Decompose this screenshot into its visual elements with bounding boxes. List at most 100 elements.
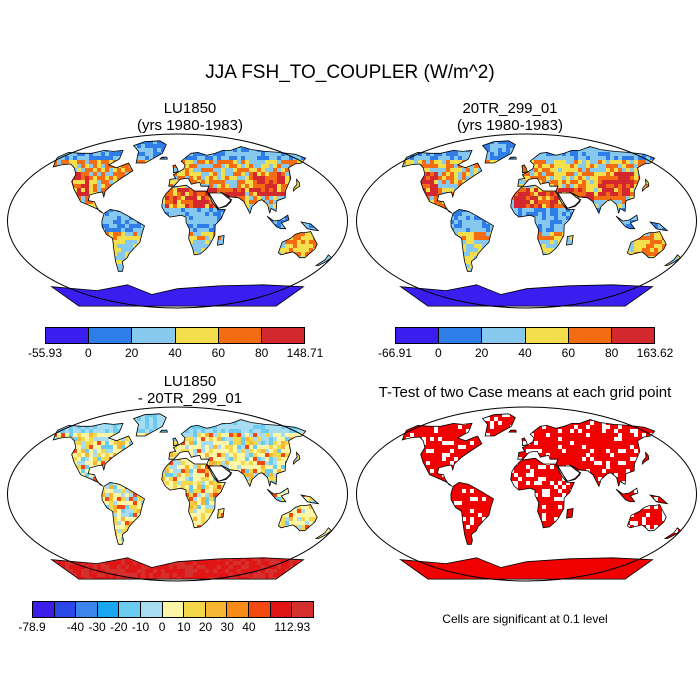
panel-1-title-line-2: (yrs 1980-1983) xyxy=(137,117,243,134)
panel-2-colorbar-label-5: 80 xyxy=(604,346,619,360)
panel-1-map-coast-southamerica xyxy=(101,208,145,272)
panel-3-colorbar-label-7: 10 xyxy=(177,620,191,634)
panel-3-map-coast-africa xyxy=(161,457,226,529)
panel-1-map-coast-japan xyxy=(292,178,301,193)
panel-3-map-coast-iceland xyxy=(159,429,168,433)
panel-2-map-coast-greenland xyxy=(481,140,516,164)
panel-2-map-coast-iceland xyxy=(508,156,517,160)
panel-4-map-coast-madagascar xyxy=(566,508,574,519)
panel-1-title: LU1850 (yrs 1980-1983) xyxy=(40,100,340,134)
panel-2-title-line-2: (yrs 1980-1983) xyxy=(457,117,563,134)
panel-1-map-coast-australia xyxy=(277,231,318,259)
panel-2-map-coast-uk xyxy=(521,164,528,174)
panel-4-title-line-1: T-Test of two Case means at each grid po… xyxy=(378,384,672,401)
figure-title: JJA FSH_TO_COUPLER (W/m^2) xyxy=(205,62,495,83)
panel-1-map-coast-madagascar xyxy=(217,235,225,246)
panel-3-colorbar-label-4: -20 xyxy=(110,620,128,634)
panel-4-map-coast-africa xyxy=(510,457,575,529)
panel-2-map-coast-madagascar xyxy=(566,235,574,246)
panel-2-colorbar-label-4: 60 xyxy=(561,346,576,360)
panel-1-colorbar-swatch-4 xyxy=(218,328,262,343)
panel-1-map-coast-uk xyxy=(172,164,179,174)
panel-1-colorbar-swatch-5 xyxy=(261,328,305,343)
panel-4-map-coast-uk xyxy=(521,437,528,447)
panel-4-map-globe-outline xyxy=(356,406,697,582)
panel-3-map-coast-madagascar xyxy=(217,508,225,519)
panel-1-colorbar-label-5: 80 xyxy=(254,346,269,360)
panel-1-map xyxy=(7,133,348,309)
panel-3-map-coast-northamerica xyxy=(52,422,134,487)
panel-1-map-coast-arabia xyxy=(208,192,232,209)
panel-4-map-coast-iceland xyxy=(508,429,517,433)
panel-1-colorbar xyxy=(45,327,305,344)
panel-3-colorbar-label-2: -40 xyxy=(66,620,85,634)
panel-1-map-coast-africa xyxy=(161,184,226,256)
panel-3-title-line-1: LU1850 xyxy=(163,373,217,390)
panel-2-colorbar-swatch-1 xyxy=(439,328,483,343)
panel-3-colorbar-swatch-9 xyxy=(227,602,250,617)
panel-3-map-coast-greenland xyxy=(132,413,167,437)
panel-3-map-coast-australia xyxy=(277,504,318,532)
panel-2-colorbar-label-6: 163.62 xyxy=(636,346,674,360)
panel-1-map-coast-eurasia xyxy=(168,146,307,215)
panel-3-colorbar-swatch-5 xyxy=(141,602,163,617)
panel-1-colorbar-label-6: 148.71 xyxy=(286,346,324,360)
panel-3-map-coast-newguinea xyxy=(300,494,320,505)
panel-1-map-coast-indonesia xyxy=(266,214,290,230)
panel-3-map-coast-arabia xyxy=(208,465,232,482)
panel-3-colorbar-swatch-10 xyxy=(249,602,271,617)
panel-3-colorbar-swatch-2 xyxy=(76,602,98,617)
panel-3-map-globe-outline xyxy=(7,406,348,582)
panel-2-colorbar-swatch-5 xyxy=(611,328,655,343)
panel-2-colorbar-label-3: 40 xyxy=(518,346,532,360)
panel-4-map-coast-northamerica xyxy=(401,422,483,487)
panel-3-colorbar-label-8: 20 xyxy=(198,620,213,634)
panel-4-map xyxy=(356,406,697,582)
panel-1-colorbar-label-2: 20 xyxy=(124,346,139,360)
panel-2-colorbar-swatch-3 xyxy=(525,328,569,343)
panel-2-title-line-1: 20TR_299_01 xyxy=(462,100,558,117)
panel-3-map-coast-eurasia xyxy=(168,419,307,488)
panel-2-map-coast-eurasia xyxy=(517,146,656,215)
panel-2-map-coast-northamerica xyxy=(401,149,483,214)
panel-3-map-coast-uk xyxy=(172,437,179,447)
panel-3-colorbar-swatch-7 xyxy=(184,602,206,617)
panel-3-colorbar-swatch-11 xyxy=(270,602,293,617)
panel-2-map-coast-africa xyxy=(510,184,575,256)
panel-3-colorbar-swatch-1 xyxy=(54,602,77,617)
panel-3-colorbar xyxy=(32,601,314,618)
panel-4-map-coast-japan xyxy=(641,451,650,466)
panel-3-colorbar-label-10: 40 xyxy=(242,620,256,634)
panel-2-map-coast-arabia xyxy=(557,192,581,209)
panel-1-map-coast-greenland xyxy=(132,140,167,164)
panel-2-colorbar-label-0: -66.91 xyxy=(377,346,413,360)
panel-2-map-globe-outline xyxy=(356,133,697,309)
panel-2-map-coast-indonesia xyxy=(615,214,639,230)
panel-2-colorbar xyxy=(395,327,655,344)
panel-3-colorbar-swatch-6 xyxy=(162,602,185,617)
panel-3-colorbar-swatch-8 xyxy=(205,602,228,617)
panel-1-colorbar-label-3: 40 xyxy=(168,346,182,360)
panel-3-colorbar-swatch-4 xyxy=(119,602,142,617)
panel-3-colorbar-label-12: 112.93 xyxy=(274,620,311,634)
panel-1-colorbar-swatch-2 xyxy=(132,328,176,343)
panel-3-colorbar-swatch-3 xyxy=(97,602,120,617)
panel-3-map-coast-indonesia xyxy=(266,487,290,503)
panel-3-map-coast-southamerica xyxy=(101,481,145,545)
significance-note: Cells are significant at 0.1 level xyxy=(442,612,608,626)
panel-1-map-coast-newguinea xyxy=(300,221,320,232)
panel-3-colorbar-label-3: -30 xyxy=(88,620,106,634)
panel-2-colorbar-swatch-2 xyxy=(482,328,526,343)
panel-3-map-coast-japan xyxy=(292,451,301,466)
panel-2-map-coast-newguinea xyxy=(649,221,669,232)
panel-4-map-coast-greenland xyxy=(481,413,516,437)
panel-2-colorbar-swatch-4 xyxy=(568,328,612,343)
panel-1-colorbar-swatch-1 xyxy=(89,328,133,343)
panel-1-colorbar-swatch-0 xyxy=(46,328,90,343)
panel-1-map-coast-northamerica xyxy=(52,149,134,214)
panel-3-colorbar-label-0: -78.9 xyxy=(18,620,46,634)
panel-2-colorbar-label-2: 20 xyxy=(474,346,489,360)
panel-4-title: T-Test of two Case means at each grid po… xyxy=(355,384,695,401)
panel-4-map-coast-newguinea xyxy=(649,494,669,505)
panel-1-map-coast-iceland xyxy=(159,156,168,160)
